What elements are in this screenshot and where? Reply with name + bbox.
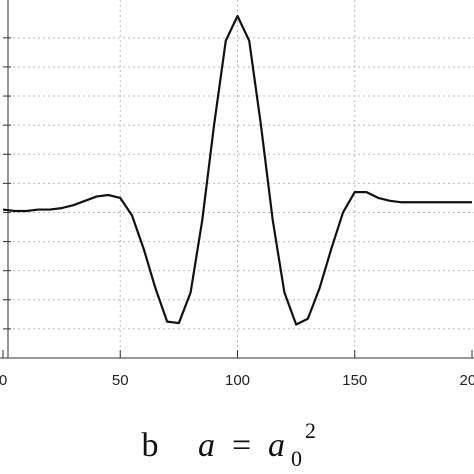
x-tick-label: 50 [112, 372, 129, 389]
formula-lhs: a [198, 427, 215, 464]
x-tick-label: 150 [342, 372, 367, 389]
formula-base: a [268, 427, 285, 464]
caption-formula: a = a 0 2 [198, 418, 316, 474]
caption-label: b [142, 427, 159, 464]
formula-op: = [232, 427, 251, 464]
x-tick-label: 100 [225, 372, 250, 389]
formula-subscript: 0 [291, 446, 302, 471]
data-line [2, 14, 472, 326]
formula-superscript: 2 [305, 418, 316, 443]
x-tick-label: 200 [459, 372, 474, 389]
x-tick-label: 0 [0, 372, 7, 389]
